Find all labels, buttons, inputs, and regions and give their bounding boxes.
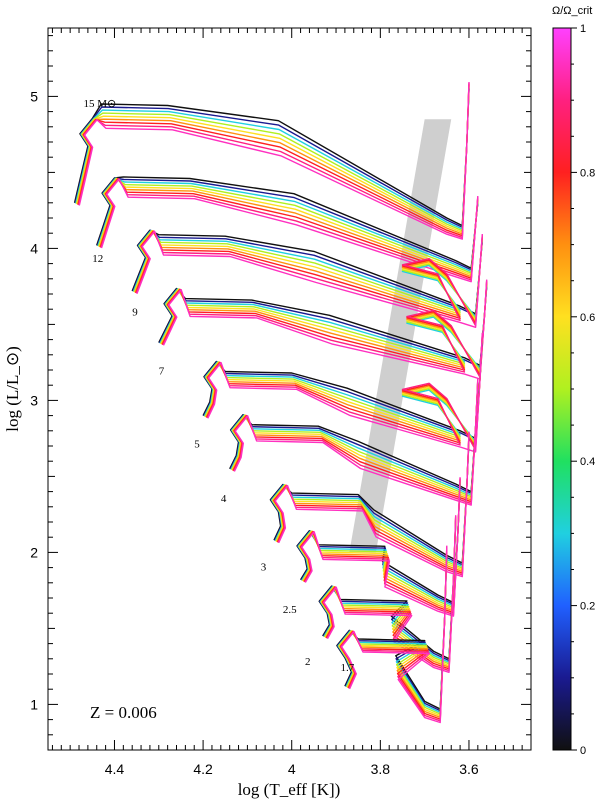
x-tick-label: 3.6: [459, 761, 479, 777]
colorbar-tick-label: 0.2: [580, 601, 595, 613]
x-tick-label: 4.4: [105, 761, 125, 777]
mass-label-5: 5: [194, 439, 200, 451]
mass-label-2: 2: [305, 656, 311, 668]
track-12-omega-0.95: [100, 178, 479, 283]
track-group-15: [73, 81, 470, 240]
y-tick-label: 5: [30, 88, 38, 104]
mass-label-15: 15 M⊙: [83, 98, 116, 110]
instability-strip-layer: [349, 119, 452, 553]
evolutionary-tracks-layer: [73, 81, 488, 724]
track-group-3: [269, 431, 470, 578]
x-tick-label: 3.8: [371, 761, 391, 777]
instability-strip: [349, 119, 452, 553]
track-group-2.5: [296, 477, 461, 617]
mass-label-9: 9: [132, 306, 138, 318]
track-1.7-omega-0.95: [340, 545, 448, 724]
colorbar-tick-label: 1: [580, 23, 586, 35]
colorbar: [552, 27, 572, 751]
track-group-1.7: [336, 545, 448, 724]
track-9-omega-0.95: [136, 230, 483, 328]
track-5-omega-0.95: [207, 332, 483, 453]
colorbar-tick-label: 0: [580, 745, 586, 757]
mass-label-2.5: 2.5: [283, 604, 297, 616]
track-group-12: [96, 176, 479, 283]
track-4-omega-0: [229, 385, 479, 493]
track-15-omega-0.9: [78, 82, 470, 239]
mass-labels: 15 M⊙ 12 9 7 5 4 3 2.5 2 1.7: [83, 98, 354, 674]
y-tick-label: 4: [30, 240, 38, 256]
x-axis-ticks: 4.4 4.2 4 3.8 3.6: [51, 28, 523, 777]
track-group-5: [202, 332, 483, 453]
colorbar-tick-label: 0.8: [580, 167, 595, 179]
track-2.5-omega-0.95: [301, 477, 461, 617]
x-tick-label: 4: [288, 761, 296, 777]
metallicity-annotation: Z = 0.006: [90, 703, 157, 722]
y-axis-title: log (L/L_⊙): [3, 346, 22, 432]
track-group-4: [229, 378, 479, 506]
mass-label-7: 7: [159, 366, 165, 378]
colorbar-tick-label: 0.6: [580, 312, 595, 324]
track-3-omega-0.95: [274, 431, 470, 578]
y-tick-label: 3: [30, 392, 38, 408]
mass-label-4: 4: [221, 493, 227, 505]
plot-frame: [47, 27, 532, 751]
track-5-omega-0.8: [205, 334, 483, 450]
track-2-omega-0.95: [323, 515, 457, 673]
y-tick-label: 1: [30, 696, 38, 712]
colorbar-tick-label: 0.4: [580, 456, 595, 468]
track-4-omega-0.95: [233, 378, 479, 506]
x-tick-label: 4.2: [193, 761, 213, 777]
mass-label-1.7: 1.7: [340, 662, 354, 674]
track-group-7: [158, 279, 488, 380]
track-5-omega-0.1: [203, 338, 483, 441]
track-group-9: [131, 229, 483, 328]
track-group-2: [318, 515, 457, 673]
mass-label-12: 12: [92, 253, 103, 265]
x-axis-title: log (T_eff [K]): [238, 780, 341, 799]
mass-label-3: 3: [261, 562, 267, 574]
y-tick-label: 2: [30, 544, 38, 560]
track-15-omega-0.95: [78, 81, 470, 240]
colorbar-title: Ω/Ω_crit: [552, 5, 592, 17]
colorbar-ticks: 0 0.2 0.4 0.6 0.8 1: [571, 23, 595, 757]
